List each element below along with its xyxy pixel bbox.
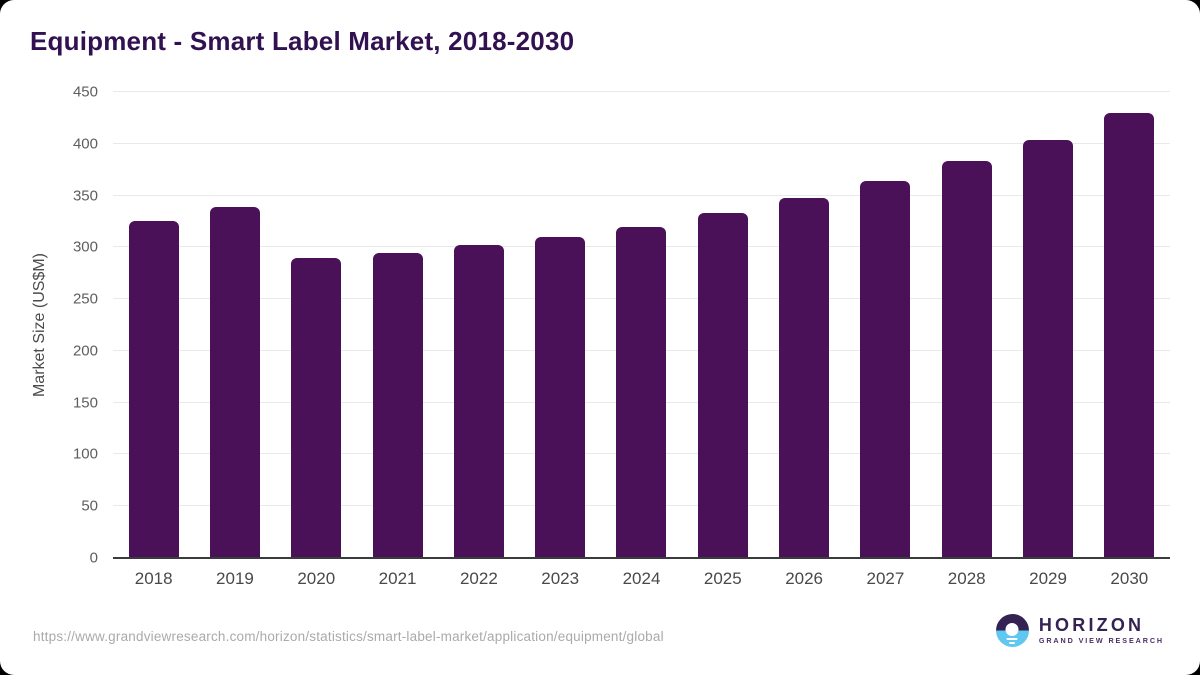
x-tick-label-2028: 2028 [947, 569, 986, 588]
y-tick-label-50: 50 [81, 497, 98, 515]
y-axis-ticks: 0 50 100 150 200 250 300 350 400 450 [0, 84, 98, 567]
bar-2029[interactable] [1023, 139, 1074, 558]
bar-slot-2025 [682, 92, 763, 558]
x-tick-label-2030: 2030 [1110, 569, 1149, 588]
bar-2020[interactable] [291, 257, 342, 558]
y-tick-label-300: 300 [72, 238, 98, 256]
bar-slot-2019 [194, 92, 275, 558]
bar-2021[interactable] [372, 252, 423, 558]
logo-subtitle: GRAND VIEW RESEARCH [1038, 636, 1164, 646]
x-axis-labels: 2018 2019 2020 2021 2022 2023 2024 2025 2026 2027… [113, 569, 1170, 591]
x-tick-label-2023: 2023 [541, 569, 580, 588]
y-tick-label-100: 100 [72, 445, 98, 463]
x-tick-label-2024: 2024 [622, 569, 661, 588]
bar-slot-2022 [438, 92, 519, 558]
horizon-logo: HORIZON GRAND VIEW RESEARCH [995, 614, 1164, 647]
bar-slot-2029 [1007, 92, 1088, 558]
x-tick-label-2025: 2025 [703, 569, 742, 588]
y-tick-label-250: 250 [72, 290, 98, 308]
y-tick-label-350: 350 [72, 187, 98, 205]
x-tick-label-2029: 2029 [1029, 569, 1067, 588]
x-tick-label-2027: 2027 [866, 569, 905, 588]
x-tick-label-2022: 2022 [459, 569, 498, 588]
bar-slot-2023 [520, 92, 601, 558]
chart-title: Equipment - Smart Label Market, 2018-203… [30, 26, 575, 56]
y-tick-label-200: 200 [72, 342, 98, 360]
bar-2018[interactable] [128, 221, 179, 558]
bar-2027[interactable] [860, 181, 911, 558]
bar-2019[interactable] [209, 206, 260, 558]
x-axis-line [113, 557, 1170, 559]
bar-slot-2030 [1089, 92, 1170, 558]
x-tick-label-2018: 2018 [134, 569, 173, 588]
bar-2028[interactable] [941, 161, 992, 558]
gridline-350 [113, 194, 1170, 196]
bar-2025[interactable] [697, 213, 748, 558]
bar-slot-2027 [845, 92, 926, 558]
logo-name: HORIZON [1038, 615, 1145, 636]
bar-2030[interactable] [1104, 112, 1155, 558]
bar-2023[interactable] [535, 236, 586, 558]
y-tick-label-450: 450 [72, 83, 98, 101]
x-tick-label-2019: 2019 [216, 569, 254, 588]
gridline-450 [113, 91, 1170, 92]
bar-slot-2026 [763, 92, 844, 558]
bar-slot-2024 [601, 92, 682, 558]
x-tick-label-2021: 2021 [378, 569, 417, 588]
bar-slot-2021 [357, 92, 438, 558]
bar-2026[interactable] [779, 197, 830, 558]
logo-text: HORIZON GRAND VIEW RESEARCH [1039, 616, 1164, 644]
gridline-400 [113, 142, 1170, 144]
x-tick-label-2026: 2026 [785, 569, 824, 588]
sun-circle [1005, 623, 1019, 636]
sun-reflection-line [1009, 642, 1016, 644]
bar-slot-2028 [926, 92, 1007, 558]
y-tick-label-400: 400 [72, 135, 98, 153]
bar-2024[interactable] [616, 226, 667, 558]
y-tick-label-150: 150 [72, 394, 98, 412]
source-url: https://www.grandviewresearch.com/horizo… [33, 629, 664, 644]
bar-slot-2020 [276, 92, 357, 558]
x-tick-label-2020: 2020 [297, 569, 336, 588]
bar-2022[interactable] [453, 245, 504, 558]
horizon-sun-icon [995, 614, 1029, 647]
plot-area [113, 91, 1170, 559]
sun-reflection-line [1006, 638, 1018, 640]
bar-slot-2018 [113, 92, 194, 558]
y-tick-label-0: 0 [89, 549, 98, 567]
